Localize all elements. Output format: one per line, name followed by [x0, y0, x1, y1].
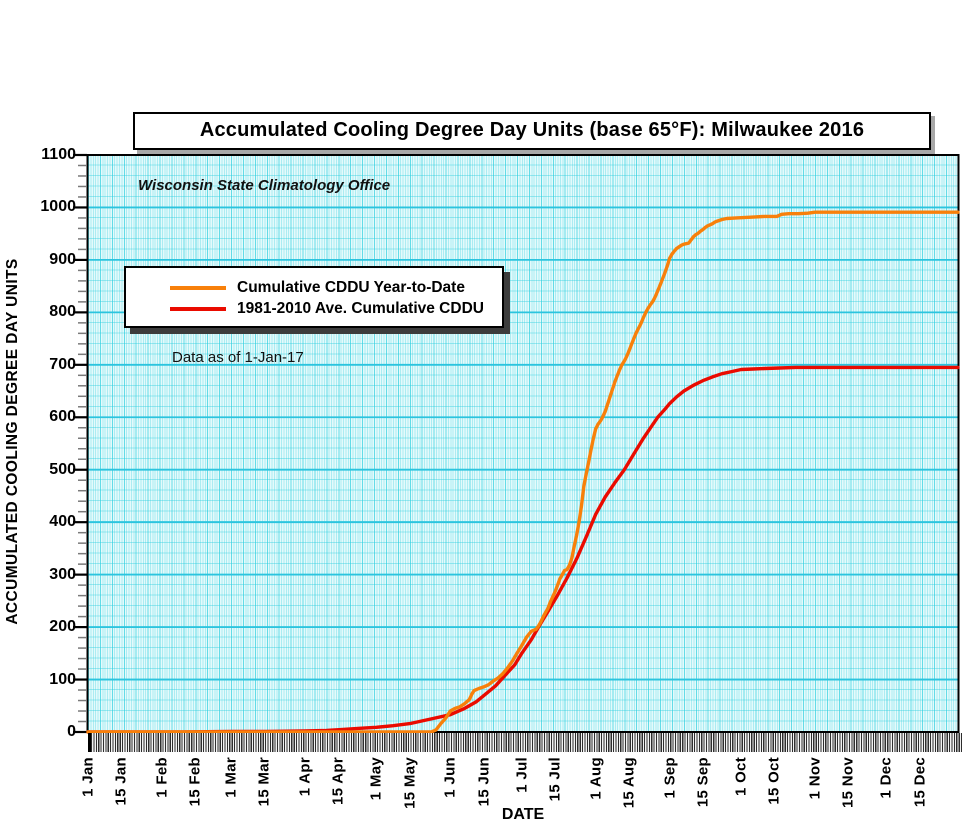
x-tick-label-wrap: 15 Nov — [840, 757, 857, 813]
x-tick-label-wrap: 15 Jan — [113, 757, 130, 811]
y-tick-label: 900 — [49, 250, 76, 268]
x-tick-label-wrap: 15 Feb — [187, 757, 204, 811]
x-tick-label-wrap: 1 Apr — [296, 757, 313, 801]
y-tick-label: 800 — [49, 303, 76, 321]
x-tick-label-wrap: 1 Feb — [153, 757, 170, 803]
x-tick-label-wrap: 1 Dec — [878, 757, 895, 804]
y-tick-label: 300 — [49, 565, 76, 583]
series-line-1981-2010-ave-cumulative-cddu — [86, 365, 960, 734]
x-tick-label: 15 Nov — [839, 757, 857, 808]
data-as-of-note: Data as of 1-Jan-17 — [172, 349, 304, 366]
x-tick-label-wrap: 1 Aug — [587, 757, 604, 805]
y-axis-title: ACCUMULATED COOLING DEGREE DAY UNITS — [4, 258, 21, 625]
x-tick-label-wrap: 15 Jun — [475, 757, 492, 811]
x-tick-label-wrap: 15 Jul — [547, 757, 564, 806]
x-tick-label-wrap: 15 Mar — [256, 757, 273, 811]
x-tick-label-wrap: 15 May — [401, 757, 418, 814]
x-axis-title: DATE — [501, 806, 545, 823]
y-tick-label: 400 — [49, 513, 76, 531]
x-tick-label-wrap: 1 Jan — [80, 757, 97, 802]
y-tick-label: 700 — [49, 355, 76, 373]
x-tick-label: 1 Sep — [661, 757, 679, 799]
plot-frame — [86, 154, 960, 733]
y-tick-label: 200 — [49, 618, 76, 636]
average-line-swatch — [170, 306, 226, 311]
x-tick-label-wrap: 15 Apr — [330, 757, 347, 810]
climatology-office-note: Wisconsin State Climatology Office — [138, 177, 391, 194]
x-tick-label: 15 May — [401, 757, 419, 809]
x-tick-label: 1 Jul — [513, 757, 531, 793]
x-tick-label: 15 Jun — [475, 757, 493, 807]
x-tick-label: 1 Apr — [296, 757, 314, 797]
x-tick-label: 15 Jan — [112, 757, 130, 806]
legend-label-average: 1981-2010 Ave. Cumulative CDDU — [237, 299, 484, 317]
legend-item-average: 1981-2010 Ave. Cumulative CDDU — [170, 298, 502, 319]
y-axis-title-wrap: ACCUMULATED COOLING DEGREE DAY UNITS — [4, 258, 22, 629]
x-tick-label: 15 Apr — [329, 757, 347, 805]
x-tick-label-wrap: 15 Dec — [911, 757, 928, 812]
x-tick-label-wrap: 15 Oct — [766, 757, 783, 810]
y-tick-label: 0 — [67, 723, 76, 740]
x-tick-label: 15 Jul — [546, 757, 564, 802]
x-tick-label: 15 Mar — [255, 757, 273, 807]
x-tick-label-wrap: 1 May — [368, 757, 385, 805]
y-tick-label: 100 — [49, 670, 76, 688]
chart-title: Accumulated Cooling Degree Day Units (ba… — [133, 112, 931, 150]
y-tick-label: 500 — [49, 460, 76, 478]
x-tick-label: 1 Jun — [441, 757, 459, 798]
x-tick-label: 15 Aug — [620, 757, 638, 809]
x-tick-label: 1 Aug — [587, 757, 605, 800]
x-tick-label: 1 Dec — [877, 757, 895, 799]
x-tick-label: 1 Jan — [79, 757, 97, 797]
x-tick-label: 1 Oct — [732, 757, 750, 797]
x-tick-label: 1 May — [367, 757, 385, 801]
x-tick-label-wrap: 1 Jun — [442, 757, 459, 803]
x-tick-label-wrap: 1 Sep — [661, 757, 678, 804]
series-line-cumulative-cddu-year-to-date — [86, 210, 960, 734]
x-tick-label-wrap: 15 Aug — [621, 757, 638, 813]
x-tick-label-wrap: 15 Sep — [694, 757, 711, 812]
x-tick-label: 15 Feb — [186, 757, 204, 807]
x-axis-tick-band — [88, 733, 962, 752]
y-tick-label: 1100 — [41, 146, 76, 163]
legend-item-ytd: Cumulative CDDU Year-to-Date — [170, 277, 502, 298]
x-tick-label-wrap: 1 Nov — [806, 757, 823, 804]
x-tick-label: 1 Nov — [806, 757, 824, 800]
y-tick-label: 600 — [49, 408, 76, 426]
ytd-line-swatch — [170, 285, 226, 290]
x-tick-label: 1 Mar — [222, 757, 240, 798]
chart-legend: Cumulative CDDU Year-to-Date 1981-2010 A… — [124, 266, 504, 328]
x-tick-label-wrap: 1 Oct — [733, 757, 750, 801]
legend-label-ytd: Cumulative CDDU Year-to-Date — [237, 278, 465, 296]
y-tick-label: 1000 — [40, 198, 76, 216]
plot-area-background — [88, 155, 958, 732]
x-tick-label: 15 Oct — [765, 757, 783, 805]
x-tick-label: 15 Sep — [694, 757, 712, 808]
x-tick-label: 15 Dec — [911, 757, 929, 808]
x-tick-label: 1 Feb — [153, 757, 171, 798]
x-tick-label-wrap: 1 Jul — [513, 757, 530, 798]
x-tick-label-wrap: 1 Mar — [223, 757, 240, 803]
